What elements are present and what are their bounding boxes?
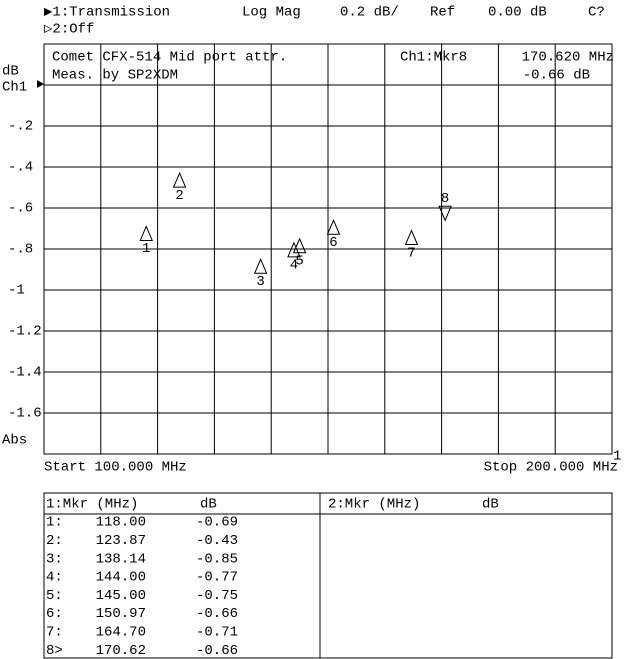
status: C? <box>588 5 605 21</box>
y-unit: dB <box>2 64 19 80</box>
row-db: -0.43 <box>196 533 238 549</box>
table-frame <box>43 492 613 659</box>
channel1: ▶1:Transmission <box>44 5 170 21</box>
row-db: -0.69 <box>196 515 238 531</box>
row-freq: 138.14 <box>96 551 146 567</box>
marker <box>404 229 419 246</box>
active-marker: Ch1:Mkr8 <box>400 50 467 66</box>
row-db: -0.85 <box>196 551 238 567</box>
marker-label: 3 <box>256 274 264 290</box>
y-tick-label: -.2 <box>8 119 33 135</box>
row-db: -0.66 <box>196 643 238 659</box>
y-tick-label: -1.4 <box>8 365 42 381</box>
ref-pointer <box>37 80 44 88</box>
marker-label: 4 <box>290 258 298 274</box>
channel-label: Ch1 <box>2 80 27 96</box>
active-value: -0.66 dB <box>523 68 590 84</box>
table-header: dB <box>482 497 499 513</box>
marker <box>438 205 452 222</box>
row-freq: 145.00 <box>96 588 146 604</box>
chart-subtitle: Meas. by SP2XDM <box>52 68 178 84</box>
row-db: -0.77 <box>196 570 238 586</box>
marker <box>253 257 268 274</box>
marker-label: 5 <box>295 253 303 269</box>
row-freq: 123.87 <box>96 533 146 549</box>
ref-label: Ref <box>430 5 455 21</box>
marker <box>139 225 153 241</box>
y-tick-label: -.8 <box>8 242 33 258</box>
row-index: 8> <box>46 643 63 659</box>
table-header: dB <box>200 497 217 513</box>
marker <box>172 171 187 188</box>
stop-label: Stop 200.000 MHz <box>484 460 618 476</box>
row-index: 6: <box>46 606 63 622</box>
format: Log Mag <box>242 5 301 21</box>
channel2: ▷2:Off <box>44 22 94 38</box>
table-header: 1:Mkr (MHz) <box>46 497 138 513</box>
row-index: 2: <box>46 533 63 549</box>
row-freq: 150.97 <box>96 606 146 622</box>
trace-label: 1 <box>613 449 621 465</box>
y-tick-label: -.6 <box>8 201 33 217</box>
row-freq: 164.70 <box>96 625 146 641</box>
scale: 0.2 dB/ <box>340 5 399 21</box>
row-freq: 144.00 <box>96 570 146 586</box>
y-tick-label: -1.2 <box>8 324 42 340</box>
start-label: Start 100.000 MHz <box>44 460 187 476</box>
table-header: 2:Mkr (MHz) <box>328 497 420 513</box>
y-tick-label: -.4 <box>8 160 33 176</box>
marker <box>326 219 341 235</box>
row-db: -0.71 <box>196 625 238 641</box>
ref-value: 0.00 dB <box>488 5 547 21</box>
row-freq: 170.62 <box>96 643 146 659</box>
marker-label: 8 <box>441 191 449 207</box>
active-freq: 170.620 MHz <box>522 50 614 66</box>
marker <box>287 241 301 258</box>
marker-label: 7 <box>407 245 415 261</box>
row-index: 4: <box>46 570 63 586</box>
row-freq: 118.00 <box>96 515 146 531</box>
marker-label: 2 <box>175 188 183 204</box>
y-tick-label: -1.6 <box>8 406 42 422</box>
row-index: 3: <box>46 551 63 567</box>
y-mode: Abs <box>2 433 27 449</box>
row-db: -0.66 <box>196 606 238 622</box>
marker-label: 1 <box>142 241 150 257</box>
marker <box>292 237 307 254</box>
y-tick-label: -1 <box>8 283 25 299</box>
marker-label: 6 <box>329 235 337 251</box>
row-index: 7: <box>46 625 63 641</box>
chart-title: Comet CFX-514 Mid port attr. <box>52 50 287 66</box>
row-db: -0.75 <box>196 588 238 604</box>
row-index: 5: <box>46 588 63 604</box>
row-index: 1: <box>46 515 63 531</box>
